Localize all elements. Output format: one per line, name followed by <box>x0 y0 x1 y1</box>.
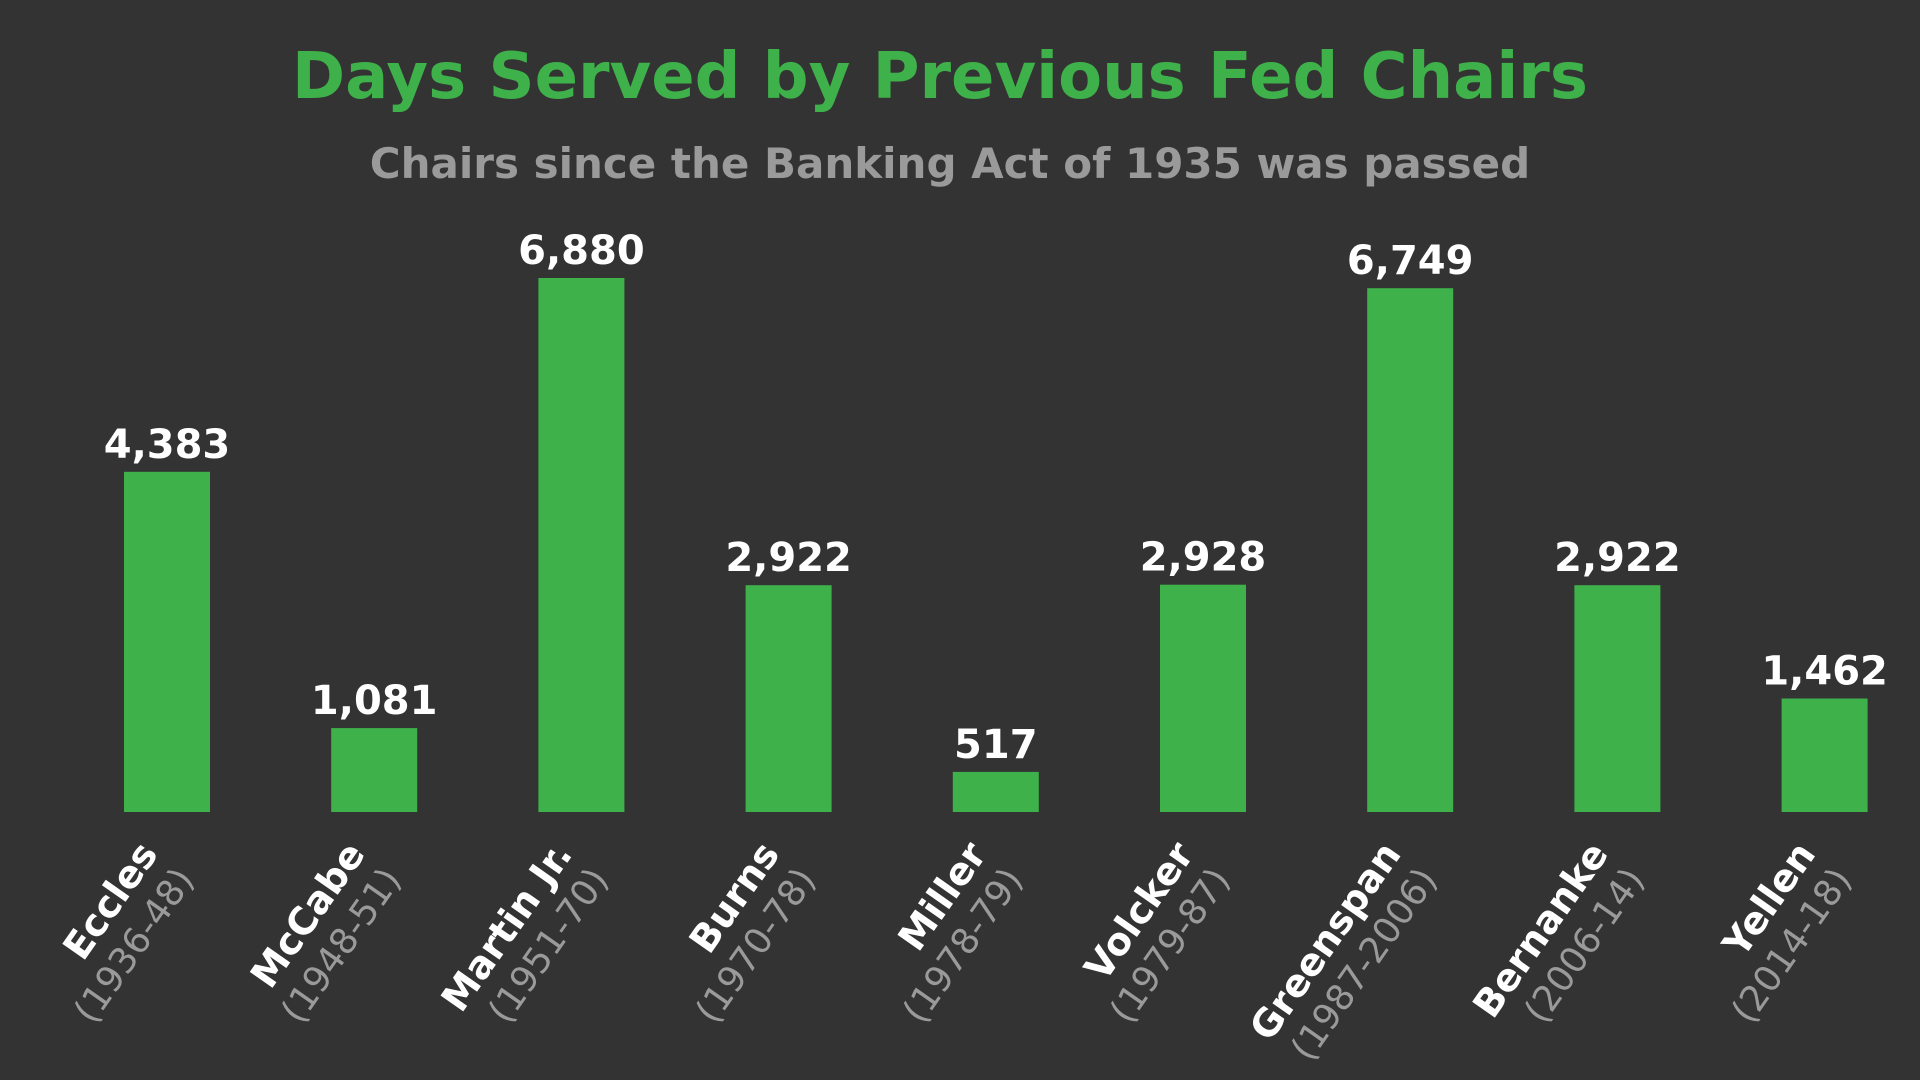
bar-miller <box>952 771 1039 812</box>
category-label: Burns(1970-78) <box>681 834 824 1031</box>
category-label: Eccles(1936-48) <box>54 834 202 1031</box>
bar-burns <box>745 585 832 812</box>
bar-martin-jr <box>538 278 625 812</box>
category-label: Yellen(2014-18) <box>1714 834 1860 1031</box>
value-label: 2,922 <box>725 535 852 581</box>
category-label: McCabe(1948-51) <box>242 834 410 1031</box>
bars-group <box>124 278 1868 812</box>
bar-eccles <box>124 471 210 812</box>
bar-greenspan <box>1367 288 1454 812</box>
bar-bernanke <box>1574 585 1661 812</box>
category-label: Bernanke(2006-14) <box>1464 834 1653 1031</box>
value-label: 6,749 <box>1347 238 1474 284</box>
bar-mccabe <box>331 728 418 812</box>
bar-yellen <box>1781 698 1868 812</box>
value-label: 6,880 <box>518 228 645 274</box>
category-label: Miller(1978-79) <box>889 834 1031 1031</box>
value-label: 2,922 <box>1554 535 1681 581</box>
value-labels-group: 4,383 1,081 6,880 2,922 517 2,928 6,749 2,922 1,… <box>104 228 1888 768</box>
category-label: Greenspan(1987-2006) <box>1241 834 1446 1068</box>
value-label: 2,928 <box>1140 535 1267 581</box>
bar-volcker <box>1160 584 1246 812</box>
category-label: Volcker(1979-87) <box>1076 834 1239 1031</box>
value-label: 517 <box>954 722 1038 768</box>
category-labels-group: Eccles(1936-48) McCabe(1948-51) Martin Jr.… <box>54 834 1860 1068</box>
value-label: 4,383 <box>104 422 231 468</box>
chart-title: Days Served by Previous Fed Chairs <box>292 40 1588 114</box>
value-label: 1,462 <box>1761 649 1888 695</box>
value-label: 1,081 <box>311 678 438 724</box>
chart-subtitle: Chairs since the Banking Act of 1935 was… <box>370 139 1530 188</box>
category-label: Martin Jr.(1951-70) <box>433 834 617 1031</box>
